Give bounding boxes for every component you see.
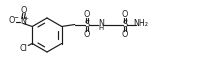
Text: N: N: [97, 18, 103, 28]
Text: N: N: [20, 17, 26, 26]
Text: O: O: [121, 10, 127, 19]
Text: +: +: [24, 15, 29, 20]
Text: NH₂: NH₂: [133, 19, 147, 28]
Text: O: O: [83, 10, 90, 19]
Text: O: O: [83, 30, 90, 39]
Text: O: O: [121, 30, 127, 39]
Text: −: −: [13, 15, 18, 20]
Text: S: S: [84, 20, 89, 28]
Text: O: O: [21, 5, 27, 15]
Text: S: S: [121, 20, 127, 28]
Text: Cl: Cl: [19, 44, 27, 53]
Text: H: H: [98, 25, 103, 31]
Text: O: O: [9, 15, 15, 24]
